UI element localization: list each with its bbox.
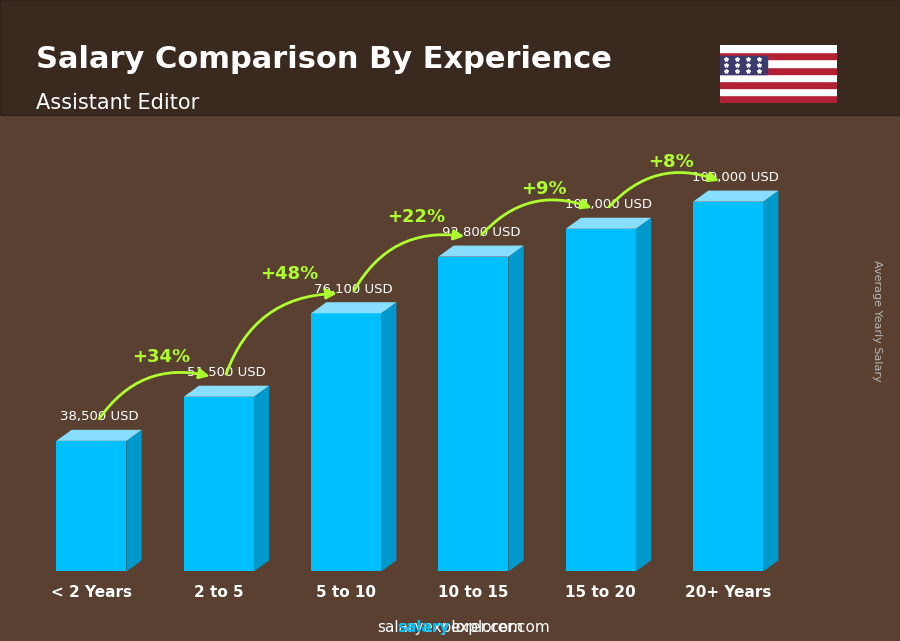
Text: Assistant Editor: Assistant Editor [36, 93, 199, 113]
Polygon shape [693, 190, 778, 202]
Bar [720, 74, 837, 81]
Text: 51,500 USD: 51,500 USD [187, 366, 266, 379]
Polygon shape [763, 190, 778, 572]
Polygon shape [438, 256, 508, 572]
Polygon shape [566, 229, 635, 572]
Text: salaryexplorer.com: salaryexplorer.com [377, 620, 523, 635]
Bar [720, 96, 837, 103]
Bar [720, 60, 837, 67]
Polygon shape [311, 313, 381, 572]
Polygon shape [566, 218, 651, 229]
Text: salary: salary [398, 620, 450, 635]
Polygon shape [57, 441, 126, 572]
Polygon shape [693, 202, 763, 572]
Text: +8%: +8% [648, 153, 694, 171]
Polygon shape [57, 430, 141, 441]
Text: +48%: +48% [260, 265, 318, 283]
Text: explorer.com: explorer.com [450, 620, 550, 635]
Bar [720, 88, 837, 96]
Text: 92,800 USD: 92,800 USD [442, 226, 520, 239]
Polygon shape [126, 430, 141, 572]
Polygon shape [184, 386, 269, 397]
Bar [720, 67, 837, 74]
Bar [720, 56, 767, 74]
Polygon shape [254, 386, 269, 572]
Bar [720, 52, 837, 60]
Text: 101,000 USD: 101,000 USD [565, 198, 652, 211]
Text: +9%: +9% [521, 180, 566, 198]
Polygon shape [508, 246, 524, 572]
Polygon shape [381, 303, 396, 572]
Text: +22%: +22% [387, 208, 446, 226]
Text: 109,000 USD: 109,000 USD [692, 171, 779, 184]
Polygon shape [184, 397, 254, 572]
Text: 38,500 USD: 38,500 USD [59, 410, 139, 423]
Text: Salary Comparison By Experience: Salary Comparison By Experience [36, 45, 612, 74]
Bar [720, 45, 837, 52]
Polygon shape [635, 218, 651, 572]
Polygon shape [438, 246, 524, 256]
Bar [720, 81, 837, 88]
Text: Average Yearly Salary: Average Yearly Salary [872, 260, 883, 381]
Polygon shape [311, 303, 396, 313]
Text: +34%: +34% [132, 348, 191, 366]
Text: 76,100 USD: 76,100 USD [314, 283, 393, 296]
